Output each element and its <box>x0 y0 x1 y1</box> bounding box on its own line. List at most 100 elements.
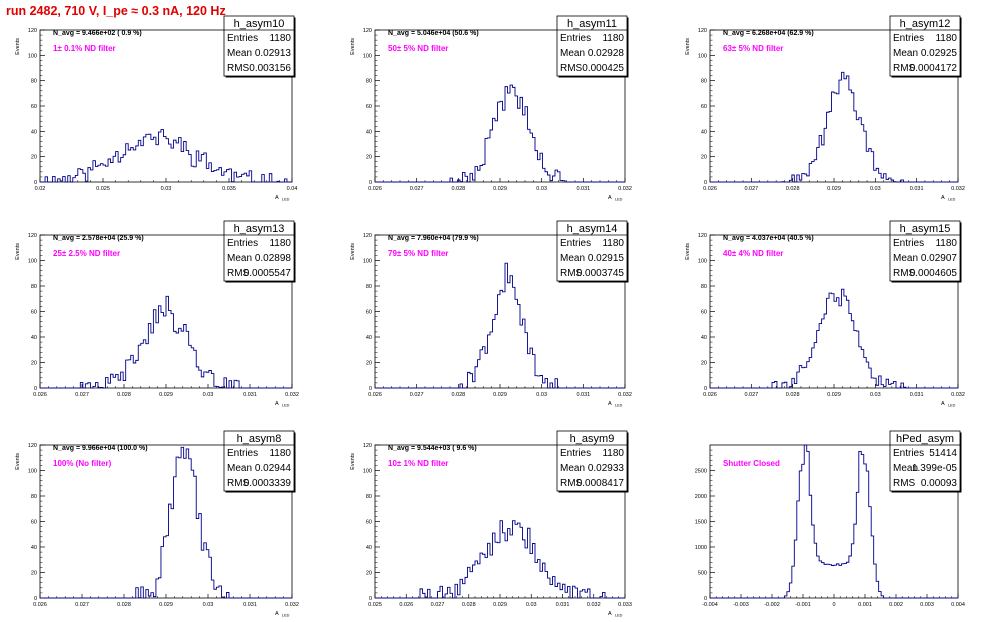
histogram-line <box>375 520 625 599</box>
stat-key-mean: Mean <box>560 463 585 474</box>
y-tick-label: 0 <box>704 180 707 186</box>
x-axis-title-subscript: LED <box>615 404 623 408</box>
stat-value-entries: 1180 <box>935 238 957 249</box>
x-axis-title-subscript: LED <box>282 614 290 618</box>
x-tick-label: 0.03 <box>203 602 214 608</box>
y-tick-label: 100 <box>28 53 37 59</box>
stat-key-rms: RMS <box>227 478 250 489</box>
stat-value-mean: 1.399e-05 <box>912 463 957 474</box>
y-tick-label: 100 <box>28 259 37 265</box>
x-tick-label: 0.029 <box>827 186 841 192</box>
y-tick-label: 20 <box>366 571 372 577</box>
y-tick-label: 60 <box>366 104 372 110</box>
x-tick-label: 0.035 <box>222 186 236 192</box>
y-tick-label: 80 <box>366 284 372 290</box>
x-tick-label: 0.031 <box>243 392 257 398</box>
stat-value-rms: 0.0003339 <box>244 478 292 489</box>
stats-box-frame <box>223 430 295 492</box>
stats-box-frame <box>556 220 628 282</box>
y-tick-label: 0 <box>704 596 707 602</box>
stat-key-rms: RMS <box>560 478 583 489</box>
stat-value-mean: 0.02925 <box>921 48 958 59</box>
x-tick-label: 0.029 <box>159 392 173 398</box>
filter-label: 50± 5% ND filter <box>388 44 448 53</box>
stats-box: h_asym10 Entries 1180 Mean 0.02913 RMS 0.00315… <box>223 15 296 78</box>
x-tick-label: 0.029 <box>827 392 841 398</box>
y-tick-label: 60 <box>366 520 372 526</box>
stat-value-entries: 1180 <box>602 238 624 249</box>
filter-label: Shutter Closed <box>723 459 780 468</box>
stat-value-rms: 0.0003745 <box>577 268 625 279</box>
stat-value-rms: 0.003156 <box>249 63 291 74</box>
stat-key-mean: Mean <box>227 463 252 474</box>
y-tick-label: 120 <box>28 233 37 239</box>
stat-key-mean: Mean <box>560 48 585 59</box>
x-tick-label: 0.002 <box>889 602 903 608</box>
stat-key-entries: Entries <box>227 448 258 459</box>
y-axis-title: Events <box>685 243 691 260</box>
x-tick-label: 0.029 <box>493 392 507 398</box>
stat-key-mean: Mean <box>560 253 585 264</box>
x-tick-label: -0.003 <box>733 602 749 608</box>
x-tick-label: 0.027 <box>410 186 424 192</box>
x-tick-label: 0.027 <box>744 186 758 192</box>
y-tick-label: 120 <box>363 233 372 239</box>
stat-key-entries: Entries <box>893 448 924 459</box>
y-tick-label: 500 <box>698 571 707 577</box>
filter-label: 100% (No filter) <box>53 459 112 468</box>
y-tick-label: 80 <box>31 284 37 290</box>
histogram-line <box>375 84 625 183</box>
stat-value-entries: 1180 <box>269 238 291 249</box>
stat-value-rms: 0.00093 <box>921 478 958 489</box>
y-tick-label: 20 <box>366 155 372 161</box>
x-tick-label: 0.031 <box>576 186 590 192</box>
x-tick-label: 0.03 <box>203 392 214 398</box>
y-axis-title: Events <box>350 453 356 470</box>
x-tick-label: 0 <box>832 602 835 608</box>
panel-h_asym8: 0.026 0.027 0.028 0.029 0.03 0.031 0.032 0 20 40 6… <box>15 430 299 618</box>
y-tick-label: 20 <box>31 155 37 161</box>
y-tick-label: 0 <box>34 386 37 392</box>
y-tick-label: 0 <box>369 180 372 186</box>
y-tick-label: 100 <box>363 259 372 265</box>
x-tick-label: 0.026 <box>368 186 382 192</box>
y-tick-label: 0 <box>704 386 707 392</box>
x-tick-label: 0.031 <box>910 186 924 192</box>
x-tick-label: 0.026 <box>703 392 717 398</box>
y-tick-label: 0 <box>369 596 372 602</box>
y-tick-label: 1500 <box>695 520 707 526</box>
x-tick-label: 0.03 <box>870 392 881 398</box>
y-tick-label: 120 <box>698 28 707 34</box>
panel-h_asym11: 0.026 0.027 0.028 0.029 0.03 0.031 0.032 0 20 40 6… <box>350 15 632 202</box>
y-axis-title: Events <box>350 243 356 260</box>
x-axis-title: A <box>275 195 279 201</box>
x-tick-label: 0.033 <box>618 602 632 608</box>
stat-key-entries: Entries <box>893 238 924 249</box>
x-tick-label: 0.028 <box>786 186 800 192</box>
x-axis-title: A <box>941 195 945 201</box>
run-title: run 2482, 710 V, I_pe ≈ 0.3 nA, 120 Hz <box>6 4 226 18</box>
stats-box-frame <box>889 15 961 77</box>
stat-value-entries: 1180 <box>935 33 957 44</box>
stat-value-rms: 0.0004172 <box>910 63 958 74</box>
x-tick-label: 0.031 <box>243 602 257 608</box>
y-tick-label: 80 <box>366 79 372 85</box>
y-tick-label: 40 <box>701 129 707 135</box>
panel-h_asym9: 0.025 0.026 0.027 0.028 0.029 0.03 0.031 0.032 0… <box>350 430 632 618</box>
stat-value-rms: 0.0004605 <box>910 268 958 279</box>
stat-value-rms: 0.000425 <box>582 63 624 74</box>
x-tick-label: 0.029 <box>493 602 507 608</box>
stat-key-rms: RMS <box>893 478 916 489</box>
x-tick-label: -0.004 <box>702 602 718 608</box>
filter-label: 10± 1% ND filter <box>388 459 448 468</box>
stat-value-mean: 0.02898 <box>255 253 292 264</box>
y-tick-label: 40 <box>31 129 37 135</box>
x-tick-label: 0.031 <box>910 392 924 398</box>
y-tick-label: 20 <box>366 361 372 367</box>
x-tick-label: 0.032 <box>285 392 299 398</box>
stat-key-mean: Mean <box>227 253 252 264</box>
x-axis-title-subscript: LED <box>948 198 956 202</box>
x-tick-label: 0.003 <box>920 602 934 608</box>
